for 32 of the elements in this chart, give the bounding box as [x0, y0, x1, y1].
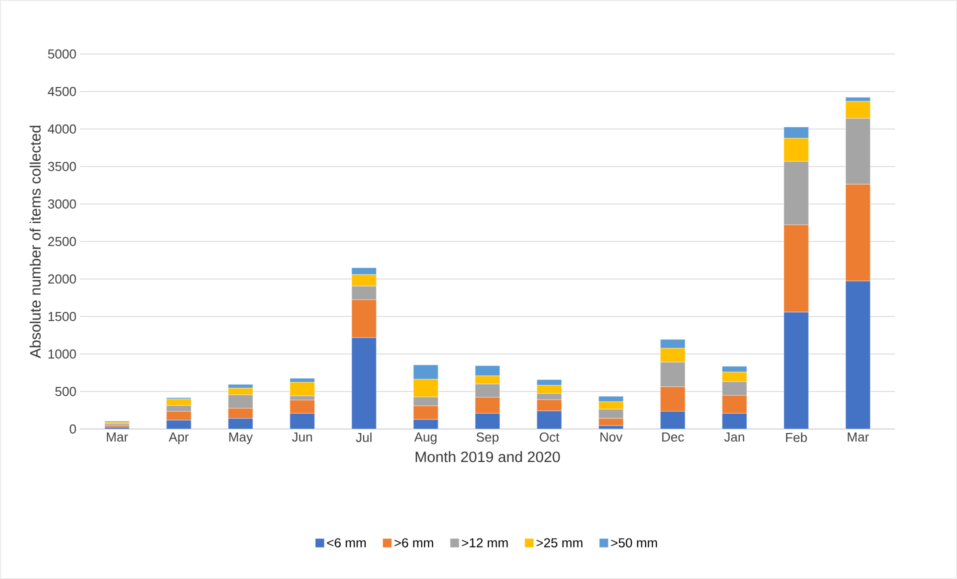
legend-label: >6 mm — [394, 538, 434, 548]
y-tick-label: 4500 — [48, 86, 76, 96]
y-tick-label: 2000 — [48, 274, 76, 284]
x-tick-label: Apr — [168, 432, 189, 444]
y-tick-label: 3500 — [48, 162, 76, 172]
legend-label: >50 mm — [611, 538, 657, 548]
x-tick-label: May — [229, 432, 253, 444]
y-tick-label: 500 — [55, 386, 76, 396]
x-tick-label: Mar — [106, 432, 128, 442]
y-axis-title: Absolute number of items collected — [30, 126, 41, 358]
y-tick-label: 1500 — [48, 312, 76, 322]
y-tick-label: 1000 — [48, 349, 76, 359]
y-tick-label: 5000 — [48, 49, 76, 59]
y-tick-label: 0 — [70, 424, 76, 434]
x-tick-label: Jun — [292, 432, 312, 442]
x-tick-label: Jan — [724, 432, 744, 442]
x-tick-label: Jul — [356, 432, 372, 442]
x-tick-label: Aug — [414, 432, 436, 444]
x-tick-label: Nov — [600, 432, 623, 442]
bar — [290, 382, 315, 396]
x-tick-label: Sep — [476, 432, 499, 444]
x-tick-label: Oct — [540, 432, 560, 442]
legend-label: >25 mm — [536, 538, 582, 548]
x-tick-label: Dec — [662, 432, 684, 442]
y-tick-label: 3000 — [48, 199, 76, 209]
x-tick-label: Feb — [786, 432, 807, 442]
x-tick-label: Mar — [848, 432, 869, 442]
x-axis-title: Month 2019 and 2020 — [416, 451, 560, 462]
y-tick-label: 2500 — [48, 236, 76, 246]
y-tick-label: 4000 — [48, 124, 76, 134]
legend-label: >12 mm — [462, 538, 508, 548]
legend-label: <6 mm — [327, 538, 366, 548]
